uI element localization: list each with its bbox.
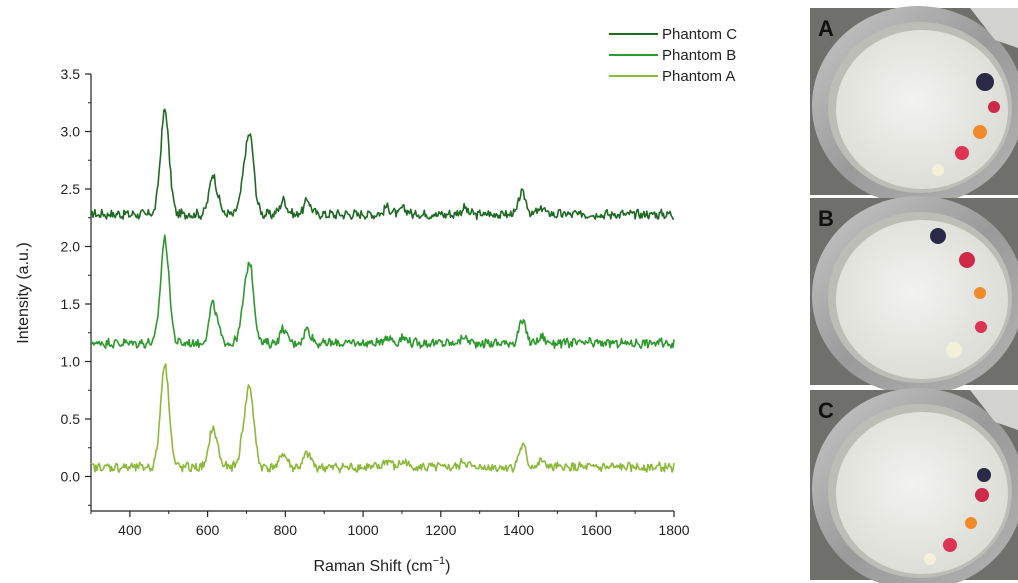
plot-axes — [90, 74, 674, 512]
inclusion-dot — [924, 553, 936, 565]
legend: Phantom C Phantom B Phantom A — [609, 26, 737, 85]
series-line-phantom-a — [90, 363, 675, 474]
inclusion-dot — [943, 538, 957, 552]
inclusion-dot — [973, 125, 987, 139]
y-tick-label: 3.0 — [61, 124, 81, 140]
y-tick-label: 2.0 — [61, 239, 81, 255]
y-tick-label: 1.5 — [61, 296, 81, 312]
inclusion-dot — [975, 488, 989, 502]
photo-panel-b: B — [810, 196, 1018, 395]
x-tick-label: 1800 — [658, 522, 689, 538]
panel-letter: B — [818, 206, 834, 231]
phantom-gel-surface — [836, 412, 1008, 574]
x-tick-label: 1400 — [503, 522, 534, 538]
y-axis-ticks: 0.0 0.5 1.0 1.5 2.0 2.5 3.0 3.5 — [61, 66, 91, 506]
inclusion-dot — [930, 228, 946, 244]
series-line-phantom-b — [90, 234, 675, 350]
photo-panel-a: A — [810, 6, 1018, 205]
photo-panel-c: C — [810, 388, 1018, 583]
y-tick-label: 0.5 — [61, 411, 81, 427]
x-tick-label: 1000 — [347, 522, 378, 538]
inclusion-dot — [975, 321, 987, 333]
x-tick-label: 1600 — [581, 522, 612, 538]
phantom-gel-surface — [836, 220, 1008, 379]
inclusion-dot — [946, 342, 962, 358]
y-axis-title: Intensity (a.u.) — [15, 242, 32, 343]
inclusion-dot — [932, 164, 944, 176]
inclusion-dot — [977, 468, 991, 482]
spectra-series — [90, 108, 675, 474]
legend-label: Phantom B — [662, 47, 736, 64]
y-tick-label: 0.0 — [61, 469, 81, 485]
foil-tab — [970, 8, 1018, 48]
y-tick-label: 1.0 — [61, 354, 81, 370]
inclusion-dot — [974, 287, 986, 299]
x-tick-label: 400 — [118, 522, 142, 538]
x-axis-ticks: 400 600 800 1000 1200 1400 1600 1800 — [90, 511, 690, 538]
legend-label: Phantom A — [662, 68, 735, 85]
inclusion-dot — [976, 73, 994, 91]
x-axis-title: Raman Shift (cm−1) — [313, 555, 450, 575]
panel-letter: C — [818, 398, 834, 423]
inclusion-dot — [955, 146, 969, 160]
panel-letter: A — [818, 16, 834, 41]
x-tick-label: 1200 — [425, 522, 456, 538]
legend-label: Phantom C — [662, 26, 737, 43]
inclusion-dot — [959, 252, 975, 268]
y-tick-label: 2.5 — [61, 181, 81, 197]
y-tick-label: 3.5 — [61, 66, 81, 82]
x-tick-label: 600 — [196, 522, 220, 538]
series-line-phantom-c — [90, 108, 675, 221]
foil-tab — [970, 390, 1018, 430]
x-tick-label: 800 — [274, 522, 298, 538]
phantom-photos: A B C — [810, 6, 1018, 583]
phantom-gel-surface — [836, 30, 1008, 189]
inclusion-dot — [965, 517, 977, 529]
inclusion-dot — [988, 101, 1000, 113]
